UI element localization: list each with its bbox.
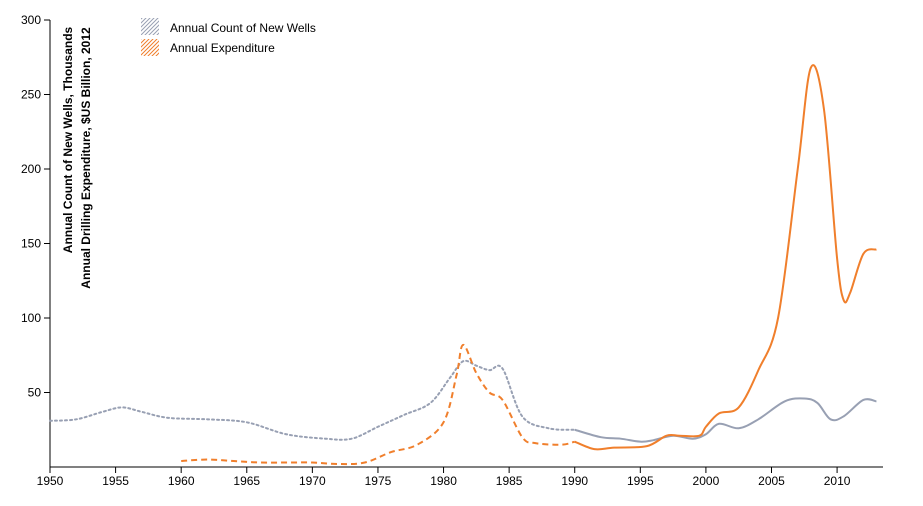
- y-tick-label: 200: [21, 162, 41, 176]
- y-tick-label: 250: [21, 88, 41, 102]
- series-line-wells-dotted: [49, 359, 576, 441]
- legend-label-wells: Annual Count of New Wells: [170, 21, 316, 35]
- y-axis-title-line-1: Annual Count of New Wells, Thousands: [61, 26, 75, 253]
- x-axis-ticks: 1950 1955 1960 1965 1970 1975 1980 1985 1990 1995…: [37, 467, 851, 488]
- legend: Annual Count of New Wells Annual Expendi…: [141, 18, 316, 56]
- x-tick-label: 1975: [365, 474, 392, 488]
- legend-swatch-expenditure: [141, 39, 159, 56]
- x-tick-label: 1990: [561, 474, 588, 488]
- legend-label-expenditure: Annual Expenditure: [170, 41, 275, 55]
- legend-item-expenditure[interactable]: Annual Expenditure: [141, 39, 275, 56]
- x-tick-label: 1960: [168, 474, 195, 488]
- series-line-expenditure-solid: [574, 64, 877, 451]
- series-lines: [49, 64, 877, 466]
- y-tick-label: 300: [21, 13, 41, 27]
- x-tick-label: 1985: [496, 474, 523, 488]
- x-tick-label: 1965: [233, 474, 260, 488]
- x-tick-label: 1970: [299, 474, 326, 488]
- x-tick-label: 1995: [627, 474, 654, 488]
- y-tick-label: 100: [21, 311, 41, 325]
- x-tick-label: 2000: [693, 474, 720, 488]
- y-tick-label: 50: [28, 386, 42, 400]
- y-tick-label: 150: [21, 237, 41, 251]
- series-line-expenditure-dashed: [181, 343, 575, 466]
- legend-swatch-wells: [141, 18, 159, 35]
- x-tick-label: 1980: [430, 474, 457, 488]
- series-line-wells-solid: [574, 397, 877, 443]
- legend-item-wells[interactable]: Annual Count of New Wells: [141, 18, 316, 35]
- x-tick-label: 2005: [758, 474, 785, 488]
- y-axis-ticks: 50 100 150 200 250 300: [21, 13, 50, 400]
- x-tick-label: 1955: [102, 474, 129, 488]
- x-tick-label: 1950: [37, 474, 64, 488]
- y-axis-title-line-2: Annual Drilling Expenditure, $US Billion…: [79, 27, 93, 289]
- y-axis-title: Annual Count of New Wells, Thousands: [61, 26, 75, 253]
- x-tick-label: 2010: [824, 474, 851, 488]
- y-axis-title-2: Annual Drilling Expenditure, $US Billion…: [79, 27, 93, 289]
